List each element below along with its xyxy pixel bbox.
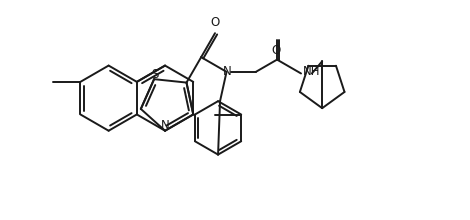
Text: N: N bbox=[223, 65, 232, 78]
Text: S: S bbox=[151, 68, 159, 81]
Text: O: O bbox=[211, 16, 219, 29]
Text: NH: NH bbox=[303, 65, 321, 78]
Text: O: O bbox=[272, 44, 281, 57]
Text: N: N bbox=[161, 119, 169, 132]
